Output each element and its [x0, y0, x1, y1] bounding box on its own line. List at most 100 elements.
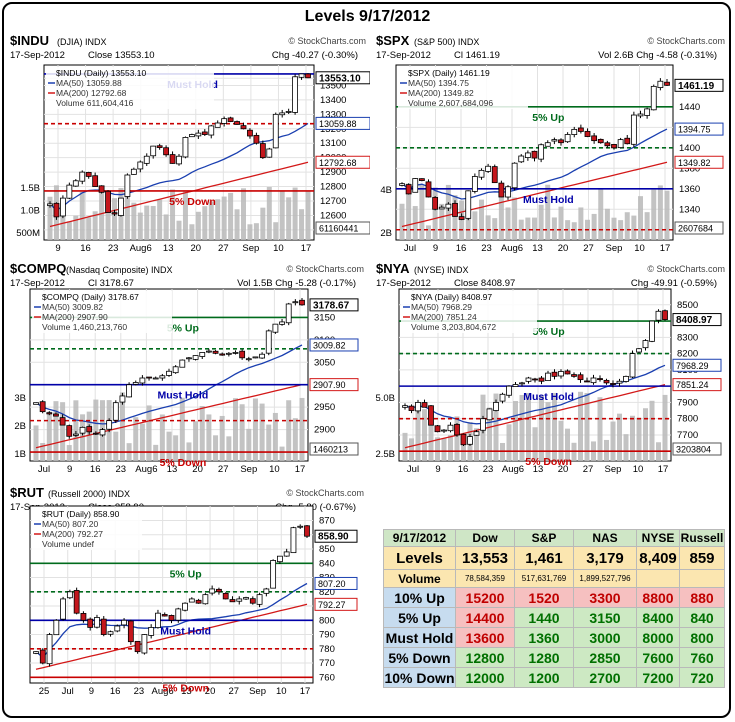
- row-label-levels: Levels: [383, 546, 456, 570]
- volume-nas: 1,899,527,796: [573, 569, 637, 588]
- date-tick-label: 20: [558, 243, 569, 254]
- candle-body: [279, 112, 286, 116]
- date-tick-label: 23: [108, 243, 119, 254]
- candle-body: [229, 599, 236, 603]
- candle-body: [66, 591, 73, 599]
- price-tick-label: 13500: [320, 80, 346, 91]
- candle-body: [597, 378, 603, 381]
- volume-bar: [131, 202, 137, 240]
- five-up-dow: 14400: [455, 607, 515, 628]
- candle-body: [94, 617, 100, 628]
- candle-body: [247, 129, 253, 137]
- volume-tick-label: 5.0B: [375, 393, 395, 404]
- page-title: Levels 9/17/2012: [304, 8, 431, 25]
- date-tick-label: 17: [295, 464, 306, 475]
- volume-bar: [439, 203, 445, 240]
- volume-bar: [246, 428, 252, 461]
- header-russell: Russell: [679, 529, 725, 547]
- legend-bg: [32, 508, 142, 550]
- candle-body: [624, 137, 631, 145]
- symbol-label: $SPX: [376, 33, 410, 48]
- candle-body: [222, 592, 229, 600]
- volume-bar: [176, 220, 182, 240]
- value-badge-text: 792.27: [318, 600, 346, 610]
- volume-bar: [459, 200, 465, 240]
- candle-body: [188, 134, 195, 138]
- candle-body: [152, 377, 159, 380]
- candle-body: [434, 425, 441, 433]
- ten-up-sp: 1520: [514, 587, 574, 608]
- levels-nas: 3,179: [573, 546, 637, 570]
- volume-bar: [53, 401, 59, 461]
- value-badge-text: 7968.29: [676, 361, 709, 371]
- volume-bar: [597, 397, 603, 461]
- candle-body: [480, 418, 486, 431]
- symbol-label: $COMPQ: [10, 261, 66, 276]
- candle-body: [192, 355, 199, 360]
- candle-body: [121, 619, 127, 626]
- candle-body: [604, 142, 611, 147]
- level-label: 5% Up: [170, 568, 202, 580]
- candle-body: [209, 588, 216, 594]
- ten-down-sp: 1200: [514, 667, 574, 688]
- volume-bar: [299, 397, 305, 461]
- symbol-label: $RUT: [10, 485, 44, 500]
- volume-bar: [105, 210, 111, 240]
- volume-bar: [604, 208, 610, 240]
- value-badge-text: 1460213: [313, 445, 348, 455]
- volume-bar: [239, 404, 245, 461]
- candle-body: [132, 382, 139, 385]
- watermark: © StockCharts.com: [647, 264, 725, 274]
- candle-body: [87, 618, 94, 628]
- volume-bar: [233, 398, 238, 461]
- volume-bar: [445, 184, 451, 240]
- candle-body: [47, 203, 53, 206]
- price-tick-label: 8200: [677, 349, 698, 360]
- candle-body: [491, 166, 498, 184]
- volume-tick-label: 2.5B: [375, 449, 395, 460]
- volume-bar: [260, 207, 266, 240]
- volume-nyse: [636, 569, 680, 588]
- level-label: 5% Up: [532, 112, 564, 124]
- candle-body: [465, 190, 472, 219]
- value-badge: [672, 313, 722, 327]
- date-tick-label: 9: [433, 243, 438, 254]
- candle-body: [236, 598, 243, 602]
- candle-body: [166, 370, 172, 376]
- legend-bg: [46, 67, 214, 109]
- price-tick-label: 13300: [320, 109, 346, 120]
- volume-bar: [519, 394, 525, 461]
- value-badge: [672, 442, 722, 456]
- volume-bar: [66, 221, 72, 240]
- date-tick-label: 13: [181, 686, 192, 697]
- candle-body: [59, 417, 66, 426]
- candle-body: [649, 320, 655, 342]
- value-badge: [674, 78, 724, 92]
- volume-bar: [86, 217, 92, 240]
- date-tick-label: 16: [110, 686, 121, 697]
- price-tick-label: 12800: [320, 182, 346, 193]
- volume-bar: [92, 211, 98, 240]
- volume-bar: [73, 215, 79, 240]
- price-tick-label: 780: [319, 644, 335, 655]
- volume-bar: [139, 423, 145, 461]
- date-tick-label: 20: [205, 686, 216, 697]
- five-down-sp: 1280: [514, 647, 574, 668]
- value-badge-text: 3178.67: [313, 300, 350, 311]
- value-badge: [674, 122, 724, 136]
- volume-bar: [221, 196, 227, 240]
- value-badge: [314, 529, 358, 543]
- ma50-line: [401, 128, 668, 200]
- index-name: (NYSE) INDX: [414, 265, 469, 275]
- legend-entry: MA(50) 3009.82: [42, 302, 103, 312]
- volume-bar: [213, 435, 219, 461]
- ten-down-dow: 12000: [455, 667, 515, 688]
- volume-bar: [649, 400, 655, 461]
- candle-body: [66, 425, 73, 437]
- candle-body: [285, 111, 292, 113]
- volume-bar: [80, 414, 86, 461]
- value-badge-text: 2907.90: [313, 380, 346, 390]
- chart-rut: $RUT (Russell 2000) INDX © StockCharts.com…: [10, 485, 364, 697]
- volume-bar: [465, 216, 471, 240]
